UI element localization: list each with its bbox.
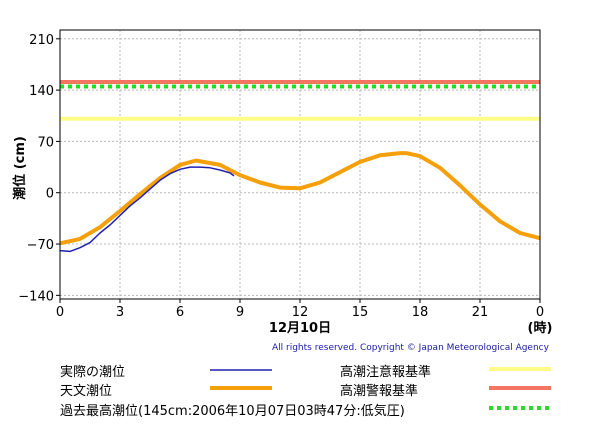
y-tick-label-4: −70 xyxy=(27,238,54,253)
y-tick-label-3: 0 xyxy=(46,187,54,202)
x-tick-label-3: 9 xyxy=(236,305,244,320)
legend-observed-label: 実際の潮位 xyxy=(60,365,126,380)
x-tick-label-4: 12 xyxy=(292,305,309,320)
series-line-0 xyxy=(59,151,541,246)
y-axis-ticks: 210 140 70 0 −70 −140 xyxy=(18,33,60,304)
legend-record-swatch xyxy=(489,406,551,410)
x-axis-date-label: 12月10日 xyxy=(269,321,331,336)
y-tick-label-1: 140 xyxy=(29,84,54,99)
y-tick-label-2: 70 xyxy=(37,135,54,150)
legend-record-label: 過去最高潮位(145cm:2006年10月07日03時47分:低気圧) xyxy=(60,404,405,419)
x-tick-label-1: 3 xyxy=(116,305,124,320)
legend-advisory-label: 高潮注意報基準 xyxy=(340,365,432,380)
copyright-text: All rights reserved. Copyright © Japan M… xyxy=(272,343,549,353)
x-tick-label-7: 21 xyxy=(472,305,489,320)
legend-warning-label: 高潮警報基準 xyxy=(340,384,419,399)
y-axis-label: 潮位 (cm) xyxy=(12,136,28,200)
x-tick-label-8: 0 xyxy=(536,305,544,320)
legend-warning-swatch xyxy=(489,386,551,390)
chart-series xyxy=(59,151,541,253)
y-tick-label-0: 210 xyxy=(29,33,54,48)
legend-astronomical-swatch xyxy=(210,386,272,390)
x-axis-ticks: 0 3 6 9 12 15 18 21 0 xyxy=(56,299,544,320)
y-tick-label-5: −140 xyxy=(18,289,54,304)
x-axis-unit-label: (時) xyxy=(528,320,553,336)
x-tick-label-2: 6 xyxy=(176,305,184,320)
threshold-lines xyxy=(60,80,540,121)
chart-grid xyxy=(59,30,541,299)
legend-advisory-swatch xyxy=(489,367,551,371)
series-line-1 xyxy=(59,166,235,253)
x-tick-label-5: 15 xyxy=(352,305,369,320)
x-tick-label-0: 0 xyxy=(56,305,64,320)
x-tick-label-6: 18 xyxy=(412,305,429,320)
legend-astronomical-label: 天文潮位 xyxy=(60,384,113,399)
legend-observed-swatch xyxy=(210,369,272,371)
